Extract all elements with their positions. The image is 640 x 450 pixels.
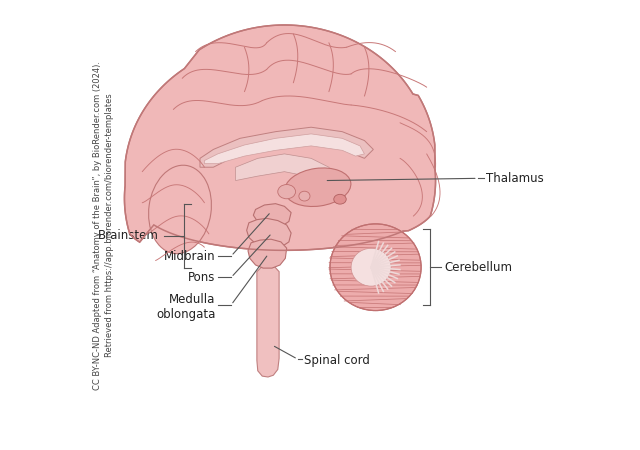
Text: CC BY-NC-ND Adapted from “Anatomy of the Brain”, by BioRender.com (2024).
Retrie: CC BY-NC-ND Adapted from “Anatomy of the… [93,60,113,390]
Text: Pons: Pons [188,271,216,284]
Text: Cerebellum: Cerebellum [444,261,513,274]
Ellipse shape [278,184,296,199]
Polygon shape [257,266,279,377]
Ellipse shape [148,165,211,254]
Ellipse shape [330,224,421,310]
Polygon shape [124,25,436,250]
Ellipse shape [299,191,310,201]
Text: Thalamus: Thalamus [486,172,544,185]
Polygon shape [246,218,291,248]
Ellipse shape [285,168,351,207]
Text: Medulla
oblongata: Medulla oblongata [156,293,216,321]
Polygon shape [248,239,287,268]
Text: Brainstem: Brainstem [98,230,159,243]
Ellipse shape [334,194,346,204]
Ellipse shape [351,248,391,286]
Polygon shape [204,134,364,164]
Text: Midbrain: Midbrain [164,250,216,263]
Polygon shape [200,127,373,167]
Text: Spinal cord: Spinal cord [303,354,369,367]
Polygon shape [253,204,291,227]
Polygon shape [236,154,333,180]
